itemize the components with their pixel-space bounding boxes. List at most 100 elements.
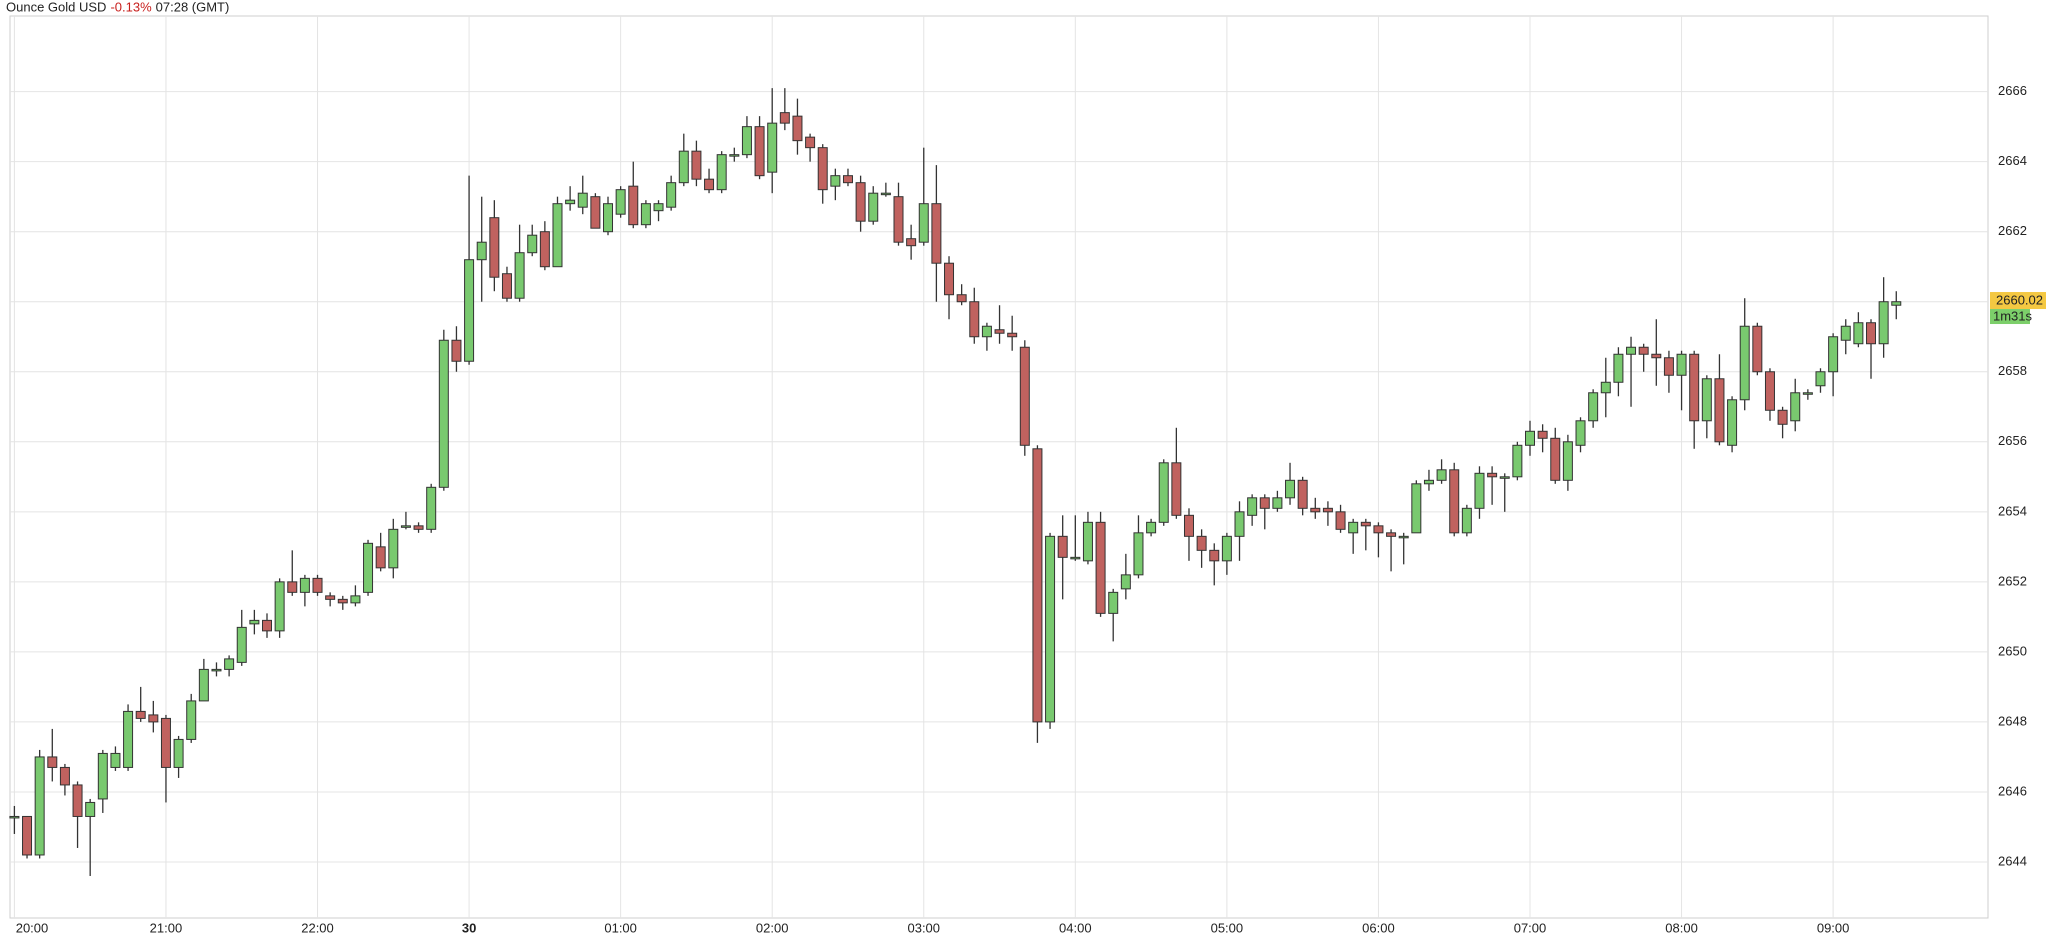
candle-body — [842, 175, 853, 184]
candle-body — [1158, 462, 1169, 523]
candle-body — [1626, 346, 1637, 355]
candle-body — [817, 147, 828, 191]
candle-body — [868, 192, 879, 222]
x-tick-label: 04:00 — [1059, 920, 1092, 935]
candle-body — [969, 301, 980, 338]
candle-body — [1070, 556, 1081, 560]
candle-body — [1108, 591, 1119, 614]
y-tick-label: 2652 — [1998, 573, 2027, 588]
candle-body — [1322, 507, 1333, 513]
candle-body — [767, 122, 778, 173]
candle-body — [1285, 479, 1296, 499]
candle-body — [363, 542, 374, 593]
candle-body — [628, 185, 639, 226]
candle-body — [590, 196, 601, 229]
candle-body — [451, 339, 462, 362]
candle-body — [489, 217, 500, 278]
candle-body — [287, 581, 298, 593]
y-tick-label: 2666 — [1998, 83, 2027, 98]
candle-body — [805, 136, 816, 149]
candle-body — [565, 199, 576, 205]
candle-body — [1120, 574, 1131, 590]
candle-body — [1891, 301, 1902, 306]
candle-body — [350, 595, 361, 604]
x-tick-label: 05:00 — [1211, 920, 1244, 935]
candle-body — [1436, 469, 1447, 481]
candle-body — [1663, 357, 1674, 376]
candle-body — [1259, 497, 1270, 509]
x-tick-label: 30 — [462, 920, 476, 935]
candle-body — [1461, 507, 1472, 534]
candle-body — [97, 752, 108, 800]
candle-body — [1575, 420, 1586, 446]
candle-body — [754, 126, 765, 177]
last-price-badge — [1990, 292, 2046, 310]
candle-body — [792, 115, 803, 142]
candle-body — [1790, 392, 1801, 422]
candle-body — [325, 595, 336, 600]
candle-body — [1373, 525, 1384, 534]
candle-body — [464, 259, 475, 362]
candle-body — [944, 262, 955, 296]
candle-body — [1689, 353, 1700, 422]
candle-body — [72, 784, 83, 817]
y-tick-label: 2658 — [1998, 363, 2027, 378]
candle-body — [9, 815, 20, 819]
candle-body — [1095, 521, 1106, 614]
candle-body — [249, 619, 260, 625]
x-tick-label: 07:00 — [1514, 920, 1547, 935]
candle-body — [1562, 441, 1573, 481]
candle-body — [59, 766, 70, 786]
candle-body — [299, 577, 310, 593]
candle-body — [1676, 353, 1687, 376]
candle-body — [691, 150, 702, 180]
y-tick-label: 2648 — [1998, 713, 2027, 728]
candle-body — [1525, 430, 1535, 446]
candle-body — [830, 175, 841, 187]
candle-body — [1588, 392, 1599, 422]
candle-body — [981, 325, 992, 338]
candle-body — [1019, 346, 1030, 446]
candle-body — [1499, 476, 1510, 479]
candle-body — [173, 738, 184, 768]
candle-body — [1537, 430, 1548, 439]
price-change: -0.13% — [110, 0, 152, 14]
candle-body — [1777, 409, 1788, 425]
candle-body — [1840, 325, 1851, 341]
candle-body — [1815, 371, 1826, 387]
x-tick-label: 08:00 — [1665, 920, 1698, 935]
candle-body — [1411, 483, 1422, 534]
candle-body — [514, 252, 525, 299]
candle-body — [1550, 437, 1561, 481]
candle-body — [1183, 514, 1194, 537]
candle-body — [1045, 535, 1056, 723]
candle-body — [262, 619, 272, 632]
candle-body — [110, 752, 121, 768]
candle-body — [47, 756, 58, 768]
chart-title: Ounce Gold USD — [6, 0, 106, 14]
candle-body — [577, 192, 588, 208]
candle-body — [1386, 532, 1397, 537]
candle-body — [1512, 444, 1523, 478]
candle-body — [1752, 325, 1763, 373]
candle-body — [388, 528, 399, 569]
candle-body — [198, 668, 209, 702]
candle-body — [1032, 448, 1043, 723]
candle-body — [729, 154, 740, 157]
candle-body — [1764, 371, 1775, 411]
candle-body — [1651, 353, 1662, 359]
candle-body — [880, 192, 891, 196]
x-tick-label: 20:00 — [16, 920, 49, 935]
candle-body — [527, 234, 538, 254]
candle-body — [704, 178, 715, 191]
candle-body — [438, 339, 449, 488]
candle-body — [34, 756, 45, 856]
candle-body — [1310, 507, 1321, 513]
candle-body — [1057, 535, 1068, 558]
candle-body — [956, 294, 967, 303]
candle-body — [1449, 469, 1460, 534]
candle-body — [1360, 521, 1371, 527]
candle-body — [741, 126, 752, 156]
candle-body — [1714, 378, 1725, 443]
